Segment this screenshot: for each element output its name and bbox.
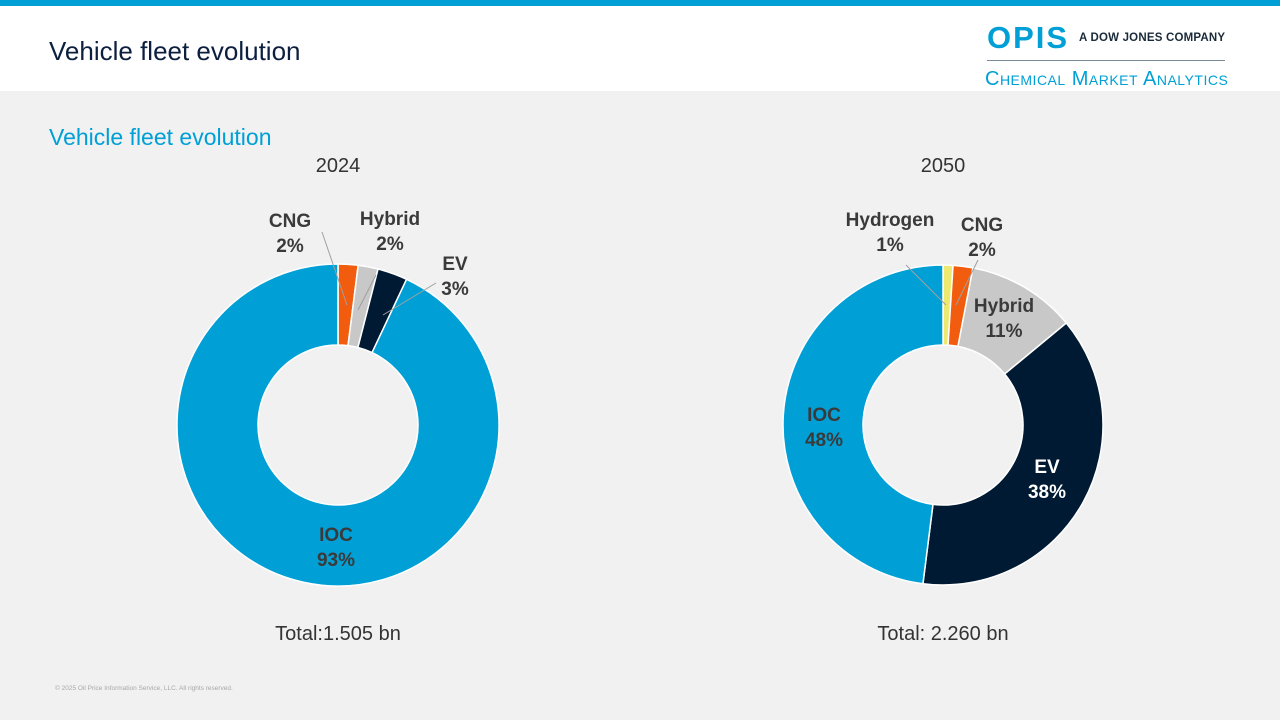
data-label-ev: EV 3% [441, 254, 469, 300]
category-value: 38% [1028, 482, 1066, 503]
chart-title: 2024 [316, 155, 361, 177]
chart-total: Total: 2.260 bn [877, 623, 1008, 645]
logo-brand: OPIS [987, 20, 1070, 55]
data-label-hydrogen: Hydrogen 1% [846, 210, 935, 256]
leader-line-hydrogen [905, 264, 947, 306]
data-label-hybrid: Hybrid 2% [360, 209, 420, 255]
logo-tagline: A DOW JONES COMPANY [1079, 32, 1226, 44]
leader-line-ev [382, 282, 437, 316]
category-name: IOC [319, 525, 353, 546]
category-value: 1% [876, 235, 904, 256]
copyright-footer: © 2025 Oil Price Information Service, LL… [55, 685, 233, 692]
slice-ioc [176, 263, 500, 587]
chart-section-title: Vehicle fleet evolution [49, 124, 272, 150]
donut-chart-2024: 2024 Total:1.505 bn CNG 2% Hybrid 2% EV 3% IOC 93… [176, 155, 500, 645]
category-value: 48% [805, 430, 843, 451]
leader-line-cng [955, 259, 979, 306]
category-value: 3% [441, 279, 469, 300]
logo-divider [987, 60, 1225, 61]
category-value: 93% [317, 550, 355, 571]
data-label-ioc: IOC 48% [805, 405, 843, 451]
leader-line-cng [321, 231, 348, 306]
category-name: EV [1034, 457, 1060, 478]
slice-ev [922, 321, 1104, 586]
slice-ioc [782, 264, 944, 585]
category-value: 2% [276, 236, 304, 257]
category-name: IOC [807, 405, 841, 426]
category-name: CNG [269, 211, 311, 232]
category-name: CNG [961, 215, 1003, 236]
category-value: 2% [376, 234, 404, 255]
category-name: Hybrid [974, 296, 1034, 317]
category-name: Hydrogen [846, 210, 935, 231]
donut-chart-2050: 2050 Total: 2.260 bn Hydrogen 1% CNG 2% Hybrid… [782, 155, 1104, 645]
opis-logo: OPIS A DOW JONES COMPANY Chemical Market… [985, 20, 1235, 94]
top-accent-bar [0, 0, 1280, 6]
logo-division: Chemical Market Analytics [985, 68, 1229, 90]
data-label-ev: EV 38% [1028, 457, 1066, 503]
leader-line-hybrid [357, 274, 377, 311]
category-name: Hybrid [360, 209, 420, 230]
data-label-cng: CNG 2% [269, 211, 311, 257]
chart-total: Total:1.505 bn [275, 623, 401, 645]
data-label-hybrid: Hybrid 11% [974, 296, 1034, 342]
data-label-cng: CNG 2% [961, 215, 1003, 261]
category-value: 11% [986, 321, 1023, 342]
category-value: 2% [968, 240, 996, 261]
header: Vehicle fleet evolution OPIS A DOW JONES… [0, 6, 1280, 91]
chart-title: 2050 [921, 155, 966, 177]
data-label-ioc: IOC 93% [317, 525, 355, 571]
category-name: EV [442, 254, 468, 275]
page-title: Vehicle fleet evolution [49, 36, 301, 66]
